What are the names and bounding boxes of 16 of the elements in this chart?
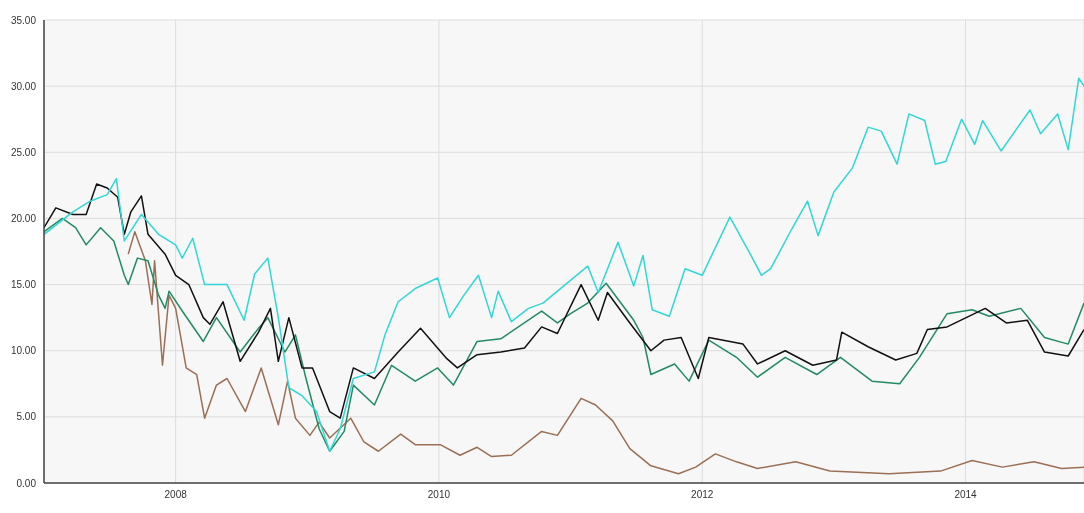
y-tick-label: 10.00	[10, 345, 37, 357]
line-series	[127, 230, 1084, 475]
y-tick-label: 30.00	[10, 80, 37, 92]
y-tick-label: 15.00	[10, 279, 37, 291]
y-tick-label: 35.00	[10, 14, 37, 26]
x-tick-label: 2008	[164, 489, 188, 501]
x-tick-label: 2010	[427, 489, 451, 501]
line-series	[44, 183, 1084, 419]
y-tick-label: 5.00	[16, 411, 37, 423]
y-tick-label: 20.00	[10, 212, 37, 224]
y-tick-label: 0.00	[16, 477, 37, 489]
x-tick-label: 2014	[954, 489, 978, 501]
line-series	[44, 77, 1084, 452]
line-series	[44, 217, 1084, 452]
x-tick-label: 2012	[691, 489, 714, 501]
y-tick-label: 25.00	[10, 146, 37, 158]
